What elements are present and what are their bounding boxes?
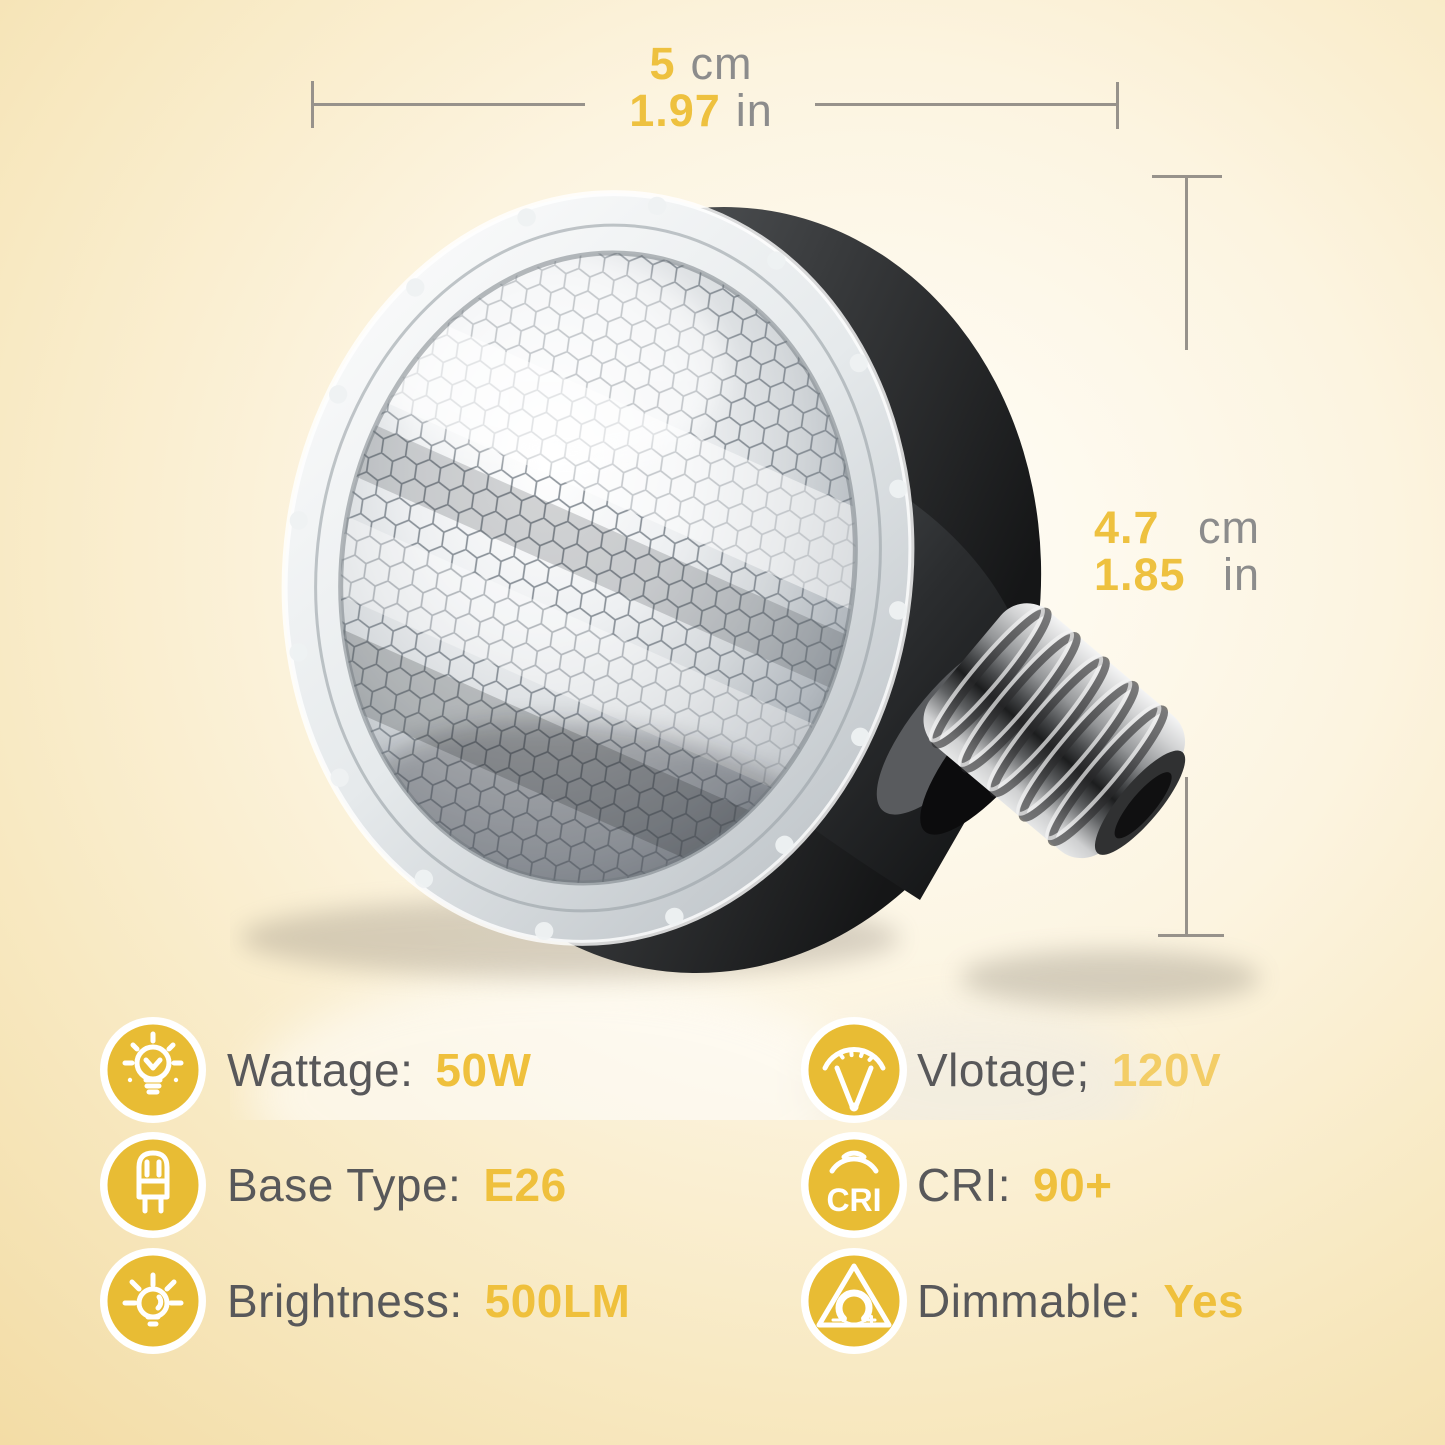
- height-cm-value: 4.7: [1094, 502, 1160, 553]
- shining-bulb-icon: [100, 1248, 206, 1354]
- spec-value: 50W: [435, 1044, 532, 1096]
- spec-text: Brightness: 500LM: [227, 1274, 630, 1328]
- spec-label: Brightness:: [227, 1275, 463, 1327]
- height-dimension-line-bottom: [1185, 777, 1188, 936]
- spec-label: Vlotage;: [917, 1044, 1090, 1096]
- spec-value: Yes: [1163, 1275, 1245, 1327]
- bulb-base-icon: [100, 1132, 206, 1238]
- spec-label: Wattage:: [227, 1044, 414, 1096]
- cri-icon-text: CRI: [826, 1182, 881, 1218]
- spec-text: Base Type: E26: [227, 1158, 567, 1212]
- width-cm-value: 5: [649, 38, 676, 89]
- width-in-value: 1.97: [629, 85, 721, 136]
- width-in-unit: in: [735, 85, 773, 136]
- spec-label: Base Type:: [227, 1159, 462, 1211]
- e26-screw-base: [923, 603, 1186, 859]
- height-dimension-tick-bottom: [1158, 934, 1224, 937]
- spec-value: 120V: [1111, 1044, 1222, 1096]
- spec-row-dimmable: Dimmable: Yes: [800, 1247, 1244, 1355]
- width-cm-row: 5 cm: [585, 40, 817, 87]
- honeycomb-lens: [281, 190, 915, 946]
- spec-row-cri: CRI CRI: 90+: [800, 1131, 1113, 1239]
- height-in-unit: in: [1222, 549, 1260, 600]
- spec-value: E26: [483, 1159, 567, 1211]
- spec-label: CRI:: [917, 1159, 1011, 1211]
- height-in-row: 1.85 in: [1094, 551, 1260, 598]
- height-cm-unit: cm: [1198, 502, 1260, 553]
- height-cm-row: 4.7 cm: [1094, 504, 1260, 551]
- dimmable-triangle-icon: [801, 1248, 907, 1354]
- width-dimension-tick-right: [1116, 82, 1119, 129]
- spec-row-brightness: Brightness: 500LM: [99, 1247, 630, 1355]
- spec-row-base-type: Base Type: E26: [99, 1131, 567, 1239]
- height-dimension-line-top: [1185, 177, 1188, 350]
- spec-label: Dimmable:: [917, 1275, 1142, 1327]
- height-dimension-label: 4.7 cm 1.85 in: [1094, 504, 1260, 598]
- par20-halogen-bulb-photo: [240, 190, 1260, 1120]
- cri-arcs-icon: CRI: [801, 1132, 907, 1238]
- spec-text: Wattage: 50W: [227, 1043, 531, 1097]
- spec-text: Vlotage; 120V: [917, 1043, 1221, 1097]
- spec-row-wattage: Wattage: 50W: [99, 1016, 531, 1124]
- width-dimension-line-right: [815, 103, 1117, 106]
- spec-row-voltage: Vlotage; 120V: [800, 1016, 1221, 1124]
- width-cm-unit: cm: [690, 38, 753, 89]
- glowing-bulb-icon: [100, 1017, 206, 1123]
- spec-value: 500LM: [484, 1275, 631, 1327]
- spec-text: Dimmable: Yes: [917, 1274, 1244, 1328]
- width-dimension-line-left: [312, 103, 585, 106]
- voltage-gauge-icon: [801, 1017, 907, 1123]
- width-dimension-label: 5 cm 1.97 in: [585, 40, 817, 134]
- spec-value: 90+: [1033, 1159, 1113, 1211]
- width-in-row: 1.97 in: [585, 87, 817, 134]
- height-dimension-tick-top: [1152, 175, 1222, 178]
- spec-text: CRI: 90+: [917, 1158, 1113, 1212]
- height-in-value: 1.85: [1094, 549, 1186, 600]
